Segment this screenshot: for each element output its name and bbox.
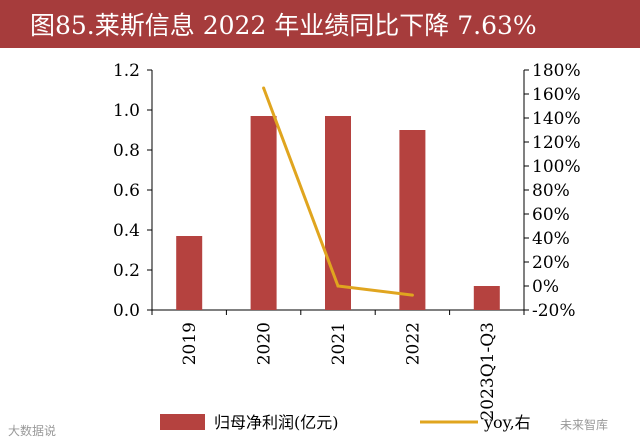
legend-bar-swatch [160,414,205,430]
left-tick-label: 0.4 [113,221,140,241]
x-tick-label: 2023Q1-Q3 [478,322,498,421]
right-tick-label: 100% [532,157,581,177]
chart-title: 图85.莱斯信息 2022 年业绩同比下降 7.63% [30,11,537,40]
axes: 0.0 0.2 0.4 0.6 0.8 1.0 1.2 -20% 0% 20% 40% 60% 80% 1… [113,61,581,321]
bar [325,116,351,310]
bar [399,130,426,310]
bar [176,236,203,310]
left-tick-label: 0.6 [113,181,140,201]
bar [473,286,500,310]
watermark-right: 未来智库 [560,417,608,432]
legend-line-label: yoy,右 [483,413,531,432]
left-tick-label: 0.8 [113,141,140,161]
right-tick-label: 60% [532,205,570,225]
x-tick-label: 2021 [329,322,349,365]
chart-area: 0.0 0.2 0.4 0.6 0.8 1.0 1.2 -20% 0% 20% 40% 60% 80% 1… [8,61,608,438]
bar-series [176,116,500,310]
right-tick-label: 160% [532,85,581,105]
bar [250,116,277,310]
legend-bar-label: 归母净利润(亿元) [214,413,339,432]
right-tick-label: 120% [532,133,581,153]
x-tick-label: 2019 [180,322,200,365]
line-point [336,284,340,288]
line-point [262,86,266,90]
left-tick-label: 1.0 [113,101,140,121]
right-tick-label: 80% [532,181,570,201]
line-point [410,293,414,297]
right-tick-label: 20% [532,253,570,273]
right-tick-label: -20% [532,301,576,321]
right-tick-label: 40% [532,229,570,249]
title-bar: 图85.莱斯信息 2022 年业绩同比下降 7.63% [0,0,640,48]
left-tick-label: 0.0 [113,301,140,321]
legend: 归母净利润(亿元) yoy,右 [160,413,531,432]
right-tick-label: 140% [532,109,581,129]
x-tick-labels: 2019 2020 2021 2022 2023Q1-Q3 [180,322,498,421]
watermark-left: 大数据说 [8,423,56,438]
left-tick-label: 1.2 [113,61,140,81]
right-tick-label: 180% [532,61,581,81]
line-series [262,86,414,297]
right-tick-label: 0% [532,277,559,297]
x-tick-label: 2020 [255,322,275,365]
x-tick-label: 2022 [403,322,423,365]
left-tick-label: 0.2 [113,261,140,281]
